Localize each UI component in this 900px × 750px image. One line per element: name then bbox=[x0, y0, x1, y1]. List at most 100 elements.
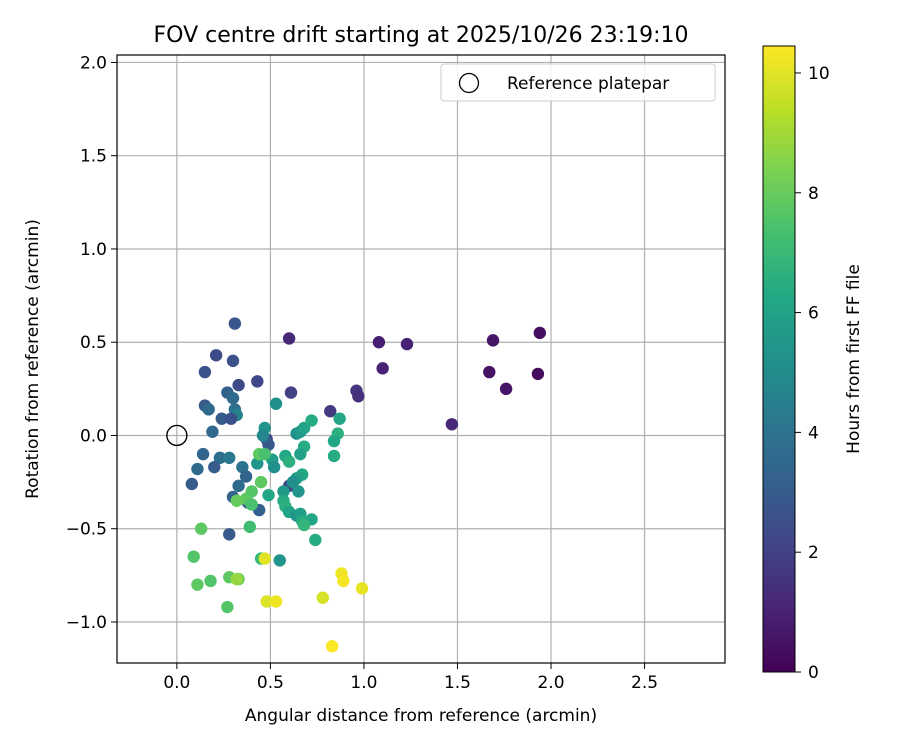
data-point bbox=[309, 533, 322, 547]
reference-platepar-marker bbox=[166, 424, 188, 447]
data-point bbox=[223, 528, 236, 541]
data-point bbox=[533, 326, 546, 340]
y-tick-label: −0.5 bbox=[66, 520, 107, 540]
data-point bbox=[352, 390, 365, 403]
y-tick-label: 1.0 bbox=[80, 240, 107, 260]
data-point bbox=[191, 578, 204, 591]
data-point bbox=[258, 552, 271, 565]
colorbar-ticks: 0 2 4 6 8 10 bbox=[795, 64, 830, 683]
legend-label: Reference platepar bbox=[507, 74, 669, 94]
y-tick-label: 1.5 bbox=[80, 147, 107, 167]
legend-box bbox=[440, 63, 716, 102]
data-point bbox=[292, 485, 305, 498]
data-point bbox=[236, 460, 249, 474]
data-point bbox=[239, 470, 253, 483]
legend-open-circle-icon bbox=[458, 72, 480, 94]
y-tick-label: 0.0 bbox=[80, 426, 107, 446]
data-point bbox=[333, 412, 346, 425]
data-point bbox=[251, 375, 264, 388]
data-point bbox=[204, 574, 217, 588]
data-point bbox=[282, 332, 296, 345]
data-point bbox=[400, 337, 414, 351]
plot-frame bbox=[116, 54, 726, 664]
data-point bbox=[305, 414, 318, 427]
data-point bbox=[256, 429, 270, 442]
data-point bbox=[208, 460, 221, 474]
colorbar-tick-label: 10 bbox=[808, 64, 830, 84]
colorbar-gradient bbox=[762, 45, 796, 673]
x-tick-label: 0.5 bbox=[257, 673, 284, 693]
x-tick-label: 1.0 bbox=[350, 673, 377, 693]
data-point bbox=[198, 365, 212, 379]
data-point bbox=[267, 460, 281, 474]
data-point bbox=[294, 447, 307, 461]
data-point bbox=[355, 582, 369, 595]
grid bbox=[117, 55, 725, 663]
data-point bbox=[232, 378, 245, 392]
data-point bbox=[286, 475, 300, 489]
data-point bbox=[260, 595, 273, 608]
x-axis-ticks: 0.0 0.5 1.0 1.5 2.0 2.5 bbox=[163, 663, 658, 693]
data-point bbox=[185, 477, 199, 491]
x-axis-label: Angular distance from reference (arcmin) bbox=[245, 706, 597, 726]
data-point bbox=[245, 498, 258, 511]
colorbar-tick-label: 0 bbox=[808, 663, 819, 683]
data-point bbox=[486, 334, 500, 347]
data-point bbox=[324, 405, 337, 418]
data-point bbox=[262, 438, 275, 451]
data-point bbox=[206, 425, 219, 438]
data-point bbox=[316, 591, 329, 604]
colorbar-tick-label: 2 bbox=[808, 543, 819, 563]
data-point bbox=[258, 447, 271, 461]
data-point bbox=[277, 485, 290, 498]
data-point bbox=[273, 554, 286, 567]
data-point bbox=[445, 418, 459, 431]
data-point bbox=[215, 412, 228, 425]
data-point bbox=[232, 479, 245, 493]
data-point bbox=[269, 595, 283, 608]
data-point bbox=[243, 520, 257, 534]
colorbar-tick-label: 6 bbox=[808, 304, 819, 324]
data-point bbox=[499, 382, 513, 396]
data-point bbox=[251, 457, 264, 470]
data-point bbox=[262, 488, 275, 502]
data-point bbox=[224, 412, 238, 425]
data-point bbox=[213, 451, 227, 465]
legend: Reference platepar bbox=[440, 63, 716, 102]
data-point bbox=[325, 640, 339, 653]
y-tick-label: 0.5 bbox=[80, 333, 107, 353]
data-point bbox=[221, 600, 234, 614]
data-point bbox=[202, 403, 215, 416]
data-point bbox=[254, 475, 268, 489]
chart-title: FOV centre drift starting at 2025/10/26 … bbox=[154, 23, 689, 48]
data-point bbox=[230, 494, 243, 507]
data-point bbox=[282, 455, 296, 468]
data-point bbox=[372, 336, 386, 349]
x-tick-label: 0.0 bbox=[163, 673, 190, 693]
data-point bbox=[483, 365, 496, 379]
data-point bbox=[191, 462, 204, 476]
y-tick-label: 2.0 bbox=[80, 53, 107, 73]
data-point bbox=[196, 447, 210, 461]
data-point bbox=[228, 317, 242, 330]
x-tick-label: 1.5 bbox=[444, 673, 471, 693]
y-tick-label: −1.0 bbox=[66, 613, 107, 633]
colorbar: 0 2 4 6 8 10 Hours from first FF file bbox=[762, 45, 864, 683]
reference-marker-layer bbox=[166, 424, 188, 447]
x-tick-label: 2.0 bbox=[537, 673, 564, 693]
data-point bbox=[269, 397, 283, 410]
data-point bbox=[226, 354, 240, 368]
data-point bbox=[327, 449, 341, 463]
y-axis-label: Rotation from reference (arcmin) bbox=[23, 219, 43, 499]
data-point bbox=[337, 574, 350, 588]
data-point bbox=[226, 391, 240, 405]
x-tick-label: 2.5 bbox=[631, 673, 658, 693]
y-axis-ticks: −1.0 −0.5 0.0 0.5 1.0 1.5 2.0 bbox=[66, 53, 117, 633]
colorbar-tick-label: 8 bbox=[808, 184, 819, 204]
data-point bbox=[297, 518, 311, 532]
colorbar-label: Hours from first FF file bbox=[844, 264, 864, 454]
data-point bbox=[230, 572, 243, 586]
data-point bbox=[376, 362, 389, 375]
data-point bbox=[531, 367, 545, 381]
